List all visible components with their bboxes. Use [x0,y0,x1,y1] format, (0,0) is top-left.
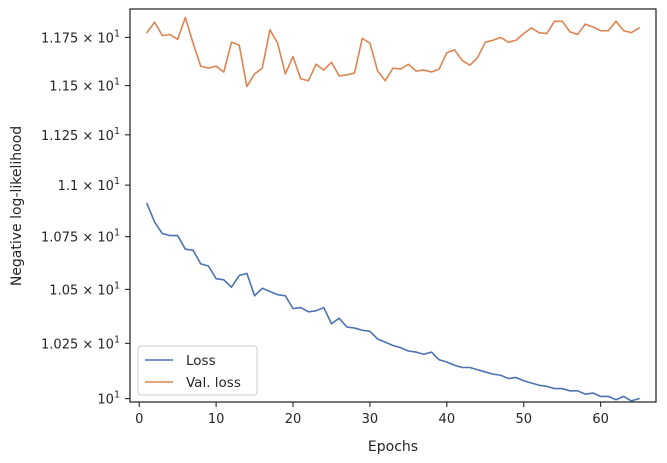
series-layer [146,16,640,402]
x-tick-label: 40 [439,412,456,427]
y-tick-label: 1.075 × 101 [41,228,120,246]
series-line-val-loss [146,16,640,88]
y-tick-label: 1.125 × 101 [41,126,120,144]
x-tick-label: 10 [208,412,225,427]
plot-frame [129,8,657,403]
x-axis-label: Epochs [368,439,418,455]
y-tick-label: 1.175 × 101 [41,28,120,46]
x-tick-label: 60 [592,412,609,427]
y-tick-label: 1.1 × 101 [58,176,120,194]
x-tick-label: 50 [515,412,532,427]
x-tick-label: 20 [285,412,302,427]
legend: Loss Val. loss [137,345,258,396]
y-tick-label: 101 [97,390,120,408]
legend-label: Loss [186,353,216,369]
y-axis-label: Negative log-likelihood [9,126,25,286]
series-line-loss [146,202,640,402]
x-tick-label: 30 [362,412,379,427]
y-axis: 101 1.025 × 101 1.05 × 101 1.075 × 101 1.1 ×… [41,28,130,408]
y-tick-label: 1.025 × 101 [41,334,120,352]
legend-label: Val. loss [186,375,241,391]
x-axis: 0 10 20 30 40 50 60 [135,402,609,427]
y-tick-label: 1.05 × 101 [49,280,120,298]
y-tick-label: 1.15 × 101 [49,77,120,95]
x-tick-label: 0 [135,412,143,427]
